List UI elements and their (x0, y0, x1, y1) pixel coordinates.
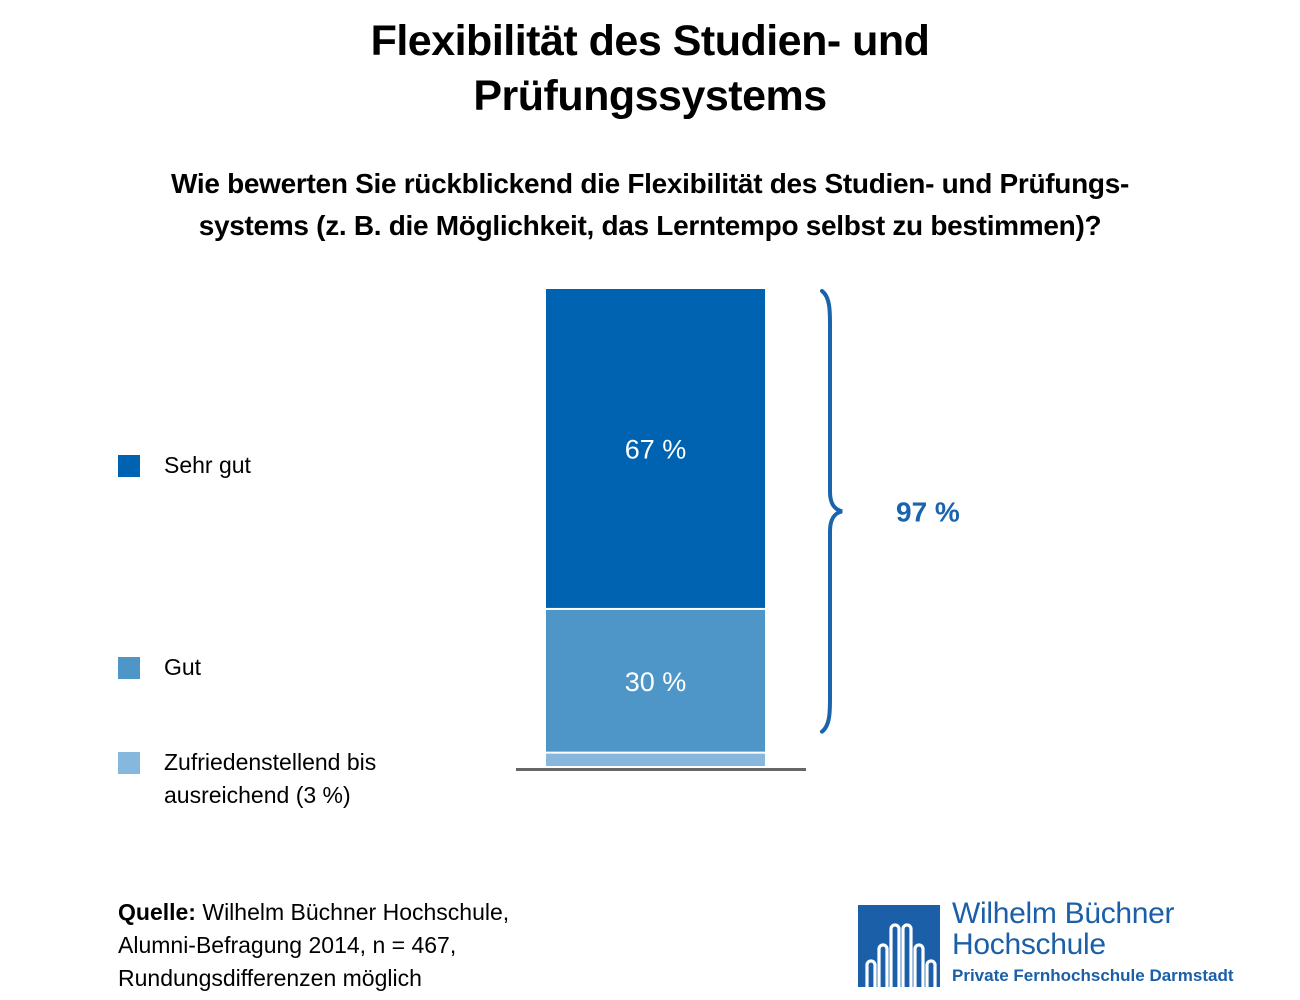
logo-name-line-2: Hochschule (952, 928, 1106, 961)
chart-title-line-1: Flexibilität des Studien- und (370, 17, 930, 65)
source-note: Quelle: Wilhelm Büchner Hochschule, Alum… (118, 896, 509, 995)
chart-title: Flexibilität des Studien- und Prüfungssy… (0, 14, 1300, 124)
logo-name-line-1: Wilhelm Büchner (952, 897, 1175, 930)
chart-subtitle-line-1: Wie bewerten Sie rückblickend die Flexib… (170, 168, 1129, 199)
chart-subtitle-line-2: systems (z. B. die Möglichkeit, das Lern… (198, 210, 1102, 241)
logo-subline: Private Fernhochschule Darmstadt (952, 966, 1234, 985)
university-logo-icon (858, 905, 940, 987)
legend-label-sehr-gut: Sehr gut (164, 452, 251, 478)
chart-subtitle: Wie bewerten Sie rückblickend die Flexib… (0, 163, 1300, 247)
chart-title-line-2: Prüfungssystems (473, 72, 827, 120)
bar-label-2: 67 % (625, 434, 687, 464)
source-line-3: Rundungsdifferenzen möglich (118, 965, 422, 991)
total-label: 97 % (896, 496, 960, 527)
legend-label-zufriedenstellend: Zufriedenstellend bis ausreichend (3 %) (164, 749, 377, 808)
bar-segment-2 (546, 289, 765, 608)
source-line-2: Alumni-Befragung 2014, n = 467, (118, 932, 457, 958)
university-logo-text: Wilhelm Büchner Hochschule Private Fernh… (952, 898, 1234, 988)
source-label: Quelle: (118, 899, 196, 925)
bar-segment-1 (546, 609, 765, 752)
legend-item-sehr-gut: Sehr gut (118, 449, 251, 482)
source-line-1: Wilhelm Büchner Hochschule, (195, 899, 510, 925)
legend-label-gut: Gut (164, 654, 202, 680)
legend-swatch-gut (118, 657, 140, 679)
legend-item-gut: Gut (118, 651, 201, 684)
bar-segment-0 (546, 753, 765, 766)
total-bracket (820, 289, 843, 734)
legend-swatch-sehr-gut (118, 455, 140, 477)
bar-label-1: 30 % (625, 667, 687, 697)
legend-item-zufriedenstellend: Zufriedenstellend bis ausreichend (3 %) (118, 746, 376, 812)
legend-swatch-zufriedenstellend (118, 752, 140, 774)
